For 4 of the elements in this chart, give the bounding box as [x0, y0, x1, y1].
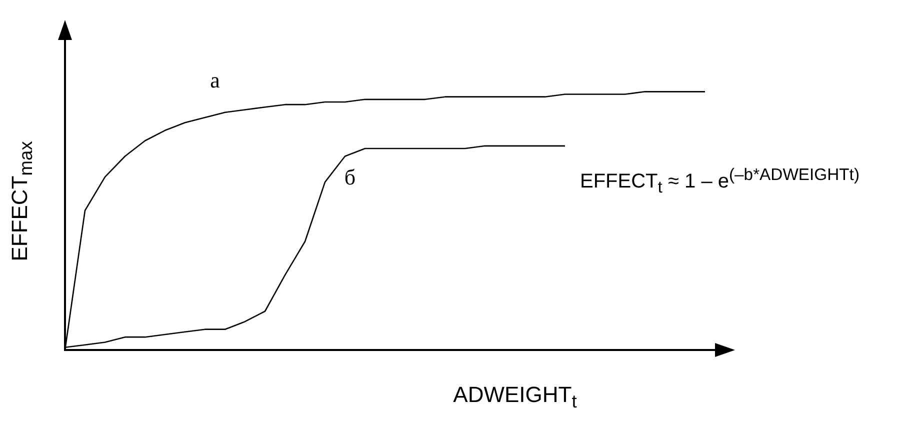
x-axis-title: ADWEIGHT$_{t}$ [452, 382, 578, 412]
series-label: а [210, 67, 220, 92]
annotation: EFFECT$_{t}$ ≈ 1 – e$^{(–b*ADWEIGHTt)}$ [580, 165, 860, 198]
series-label: б [344, 164, 356, 190]
